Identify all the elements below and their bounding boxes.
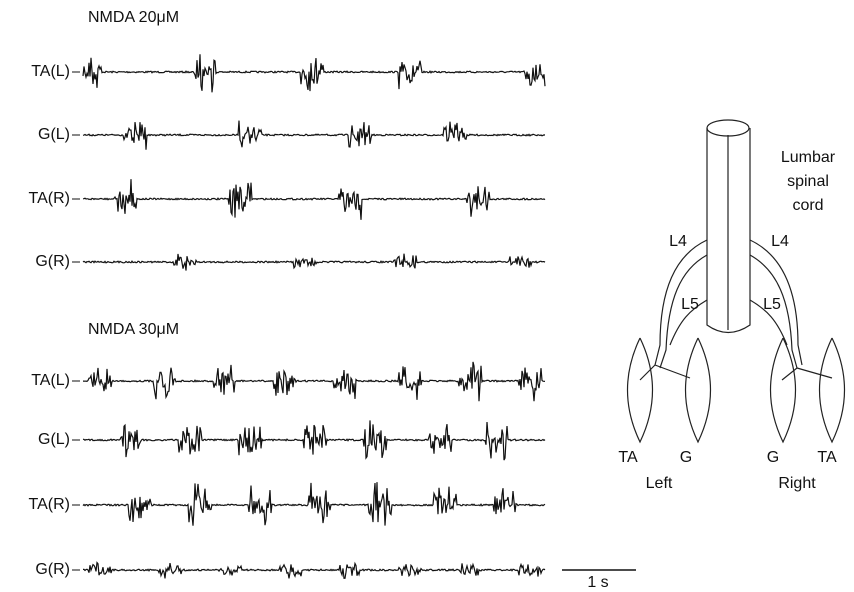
trace-label: TA(L) [31,63,70,80]
muscle-label: TA [618,449,638,466]
emg-trace [82,54,546,93]
muscle-label: G [767,449,779,466]
right-nerves [749,239,803,369]
trace-label: TA(R) [29,496,70,513]
trace-label: G(R) [35,253,70,270]
cord-label: cord [792,197,823,214]
spinal-cord-diagram: Lumbar spinal cord L4 L4 L5 L5 TA G G TA… [618,119,845,492]
branches [639,364,833,381]
side-label: Right [778,475,816,492]
muscle [685,337,711,444]
nerve-label: L5 [763,296,781,313]
cord [706,128,751,334]
emg-trace [82,120,546,150]
nerve-label: L4 [771,233,789,250]
left-nerves [654,239,708,369]
panel-title: NMDA 20μM [88,9,179,26]
emg-trace [83,561,546,579]
panel-title: NMDA 30μM [88,321,179,338]
muscle [627,337,653,444]
emg-trace [82,179,546,220]
trace-label: TA(R) [29,190,70,207]
muscle-label: TA [817,449,837,466]
cord-label: spinal [787,173,829,190]
emg-trace [82,482,546,526]
emg-trace [82,420,546,461]
cord-top [706,119,750,137]
trace-label: G(L) [38,126,70,143]
muscle-label: G [680,449,692,466]
trace-label: G(R) [35,561,70,578]
trace-label: TA(L) [31,372,70,389]
scale-bar-label: 1 s [587,574,608,591]
emg-trace [82,253,546,271]
side-label: Left [646,475,673,492]
nerve-label: L5 [681,296,699,313]
trace-label: G(L) [38,431,70,448]
muscle [819,337,845,444]
cord-label: Lumbar [781,149,836,166]
emg-trace [83,361,546,402]
muscle [770,337,796,444]
nerve-label: L4 [669,233,687,250]
